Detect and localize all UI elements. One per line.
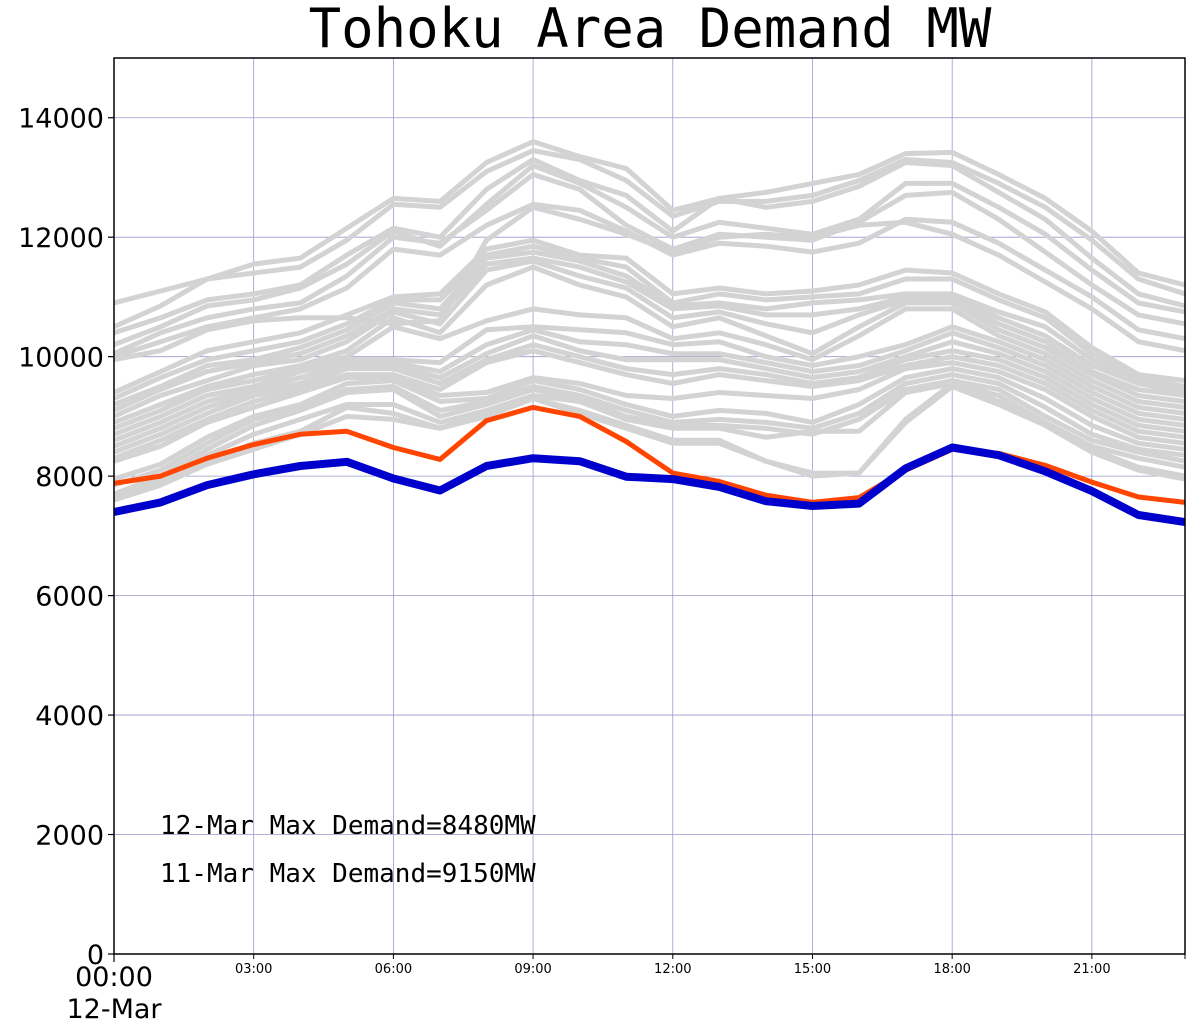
x-tick-label: 21:00	[1073, 962, 1110, 977]
y-tick-label: 6000	[35, 582, 104, 613]
y-tick-label: 10000	[18, 343, 104, 374]
y-tick-label: 8000	[35, 462, 104, 493]
annotation-mar11-max: 11-Mar Max Demand=9150MW	[160, 859, 536, 889]
x-tick-label: 12:00	[654, 962, 691, 977]
historical-demand-lines	[114, 142, 1185, 500]
x-tick-label: 09:00	[514, 962, 551, 977]
y-tick-label: 14000	[18, 104, 104, 135]
chart-title: Tohoku Area Demand MW	[309, 0, 992, 60]
x-tick-label: 03:00	[235, 962, 272, 977]
y-tick-label: 2000	[35, 821, 104, 852]
x-tick-label: 18:00	[933, 962, 970, 977]
x-tick-label: 15:00	[794, 962, 831, 977]
x-major-tick-label-time: 00:00	[75, 962, 153, 993]
y-tick-label: 12000	[18, 223, 104, 254]
x-major-tick-label-date: 12-Mar	[66, 994, 162, 1025]
x-tick-label: 06:00	[375, 962, 412, 977]
annotation-mar12-max: 12-Mar Max Demand=8480MW	[160, 811, 536, 841]
x-axis-ticks: 03:00 06:00 09:00 12:00 15:00 18:00 21:00	[114, 954, 1185, 977]
y-tick-label: 4000	[35, 701, 104, 732]
